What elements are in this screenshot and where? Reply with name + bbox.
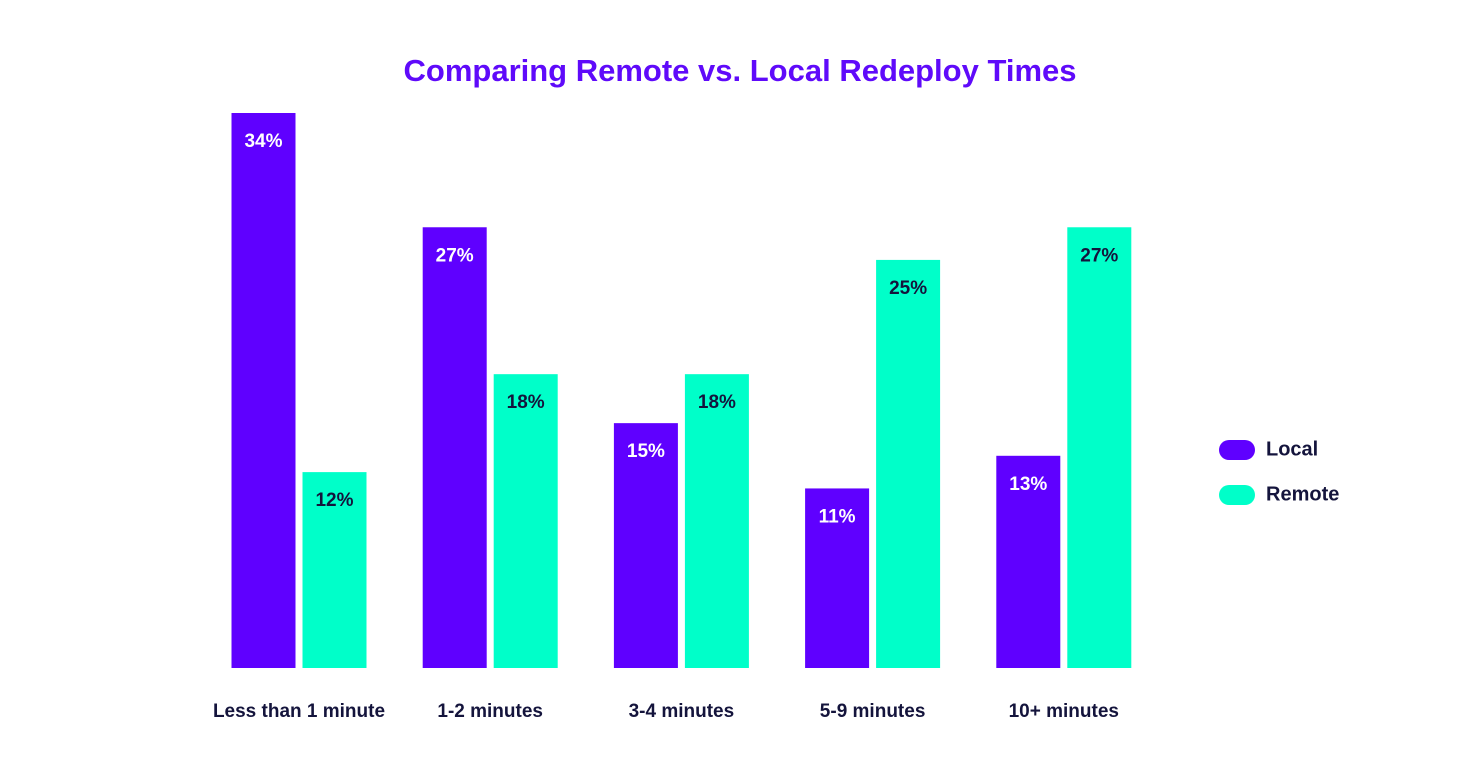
bar	[805, 488, 870, 668]
data-label: 27%	[436, 245, 474, 266]
legend-swatch	[1219, 440, 1255, 460]
legend-label: Local	[1266, 438, 1318, 460]
x-tick-label: Less than 1 minute	[213, 701, 385, 722]
data-label: 13%	[1009, 474, 1047, 495]
x-tick-label: 10+ minutes	[1009, 701, 1119, 722]
chart-title: Comparing Remote vs. Local Redeploy Time…	[404, 53, 1077, 88]
x-tick-label: 1-2 minutes	[437, 701, 543, 722]
legend-swatch	[1219, 485, 1255, 505]
data-label: 11%	[819, 506, 856, 527]
bar	[302, 472, 367, 668]
bar	[876, 259, 941, 668]
data-label: 18%	[507, 392, 545, 413]
bar	[231, 113, 296, 668]
x-tick-label: 5-9 minutes	[820, 701, 926, 722]
data-label: 34%	[244, 131, 282, 152]
bar	[613, 423, 678, 668]
bar	[996, 455, 1061, 668]
bar	[684, 374, 749, 668]
data-label: 18%	[698, 392, 736, 413]
bar	[1067, 227, 1132, 668]
data-label: 12%	[315, 490, 353, 511]
bar	[493, 374, 558, 668]
data-label: 15%	[627, 441, 665, 462]
data-label: 25%	[889, 278, 927, 299]
legend-label: Remote	[1266, 483, 1339, 505]
x-tick-label: 3-4 minutes	[629, 701, 735, 722]
bar	[422, 227, 487, 668]
data-label: 27%	[1080, 245, 1118, 266]
